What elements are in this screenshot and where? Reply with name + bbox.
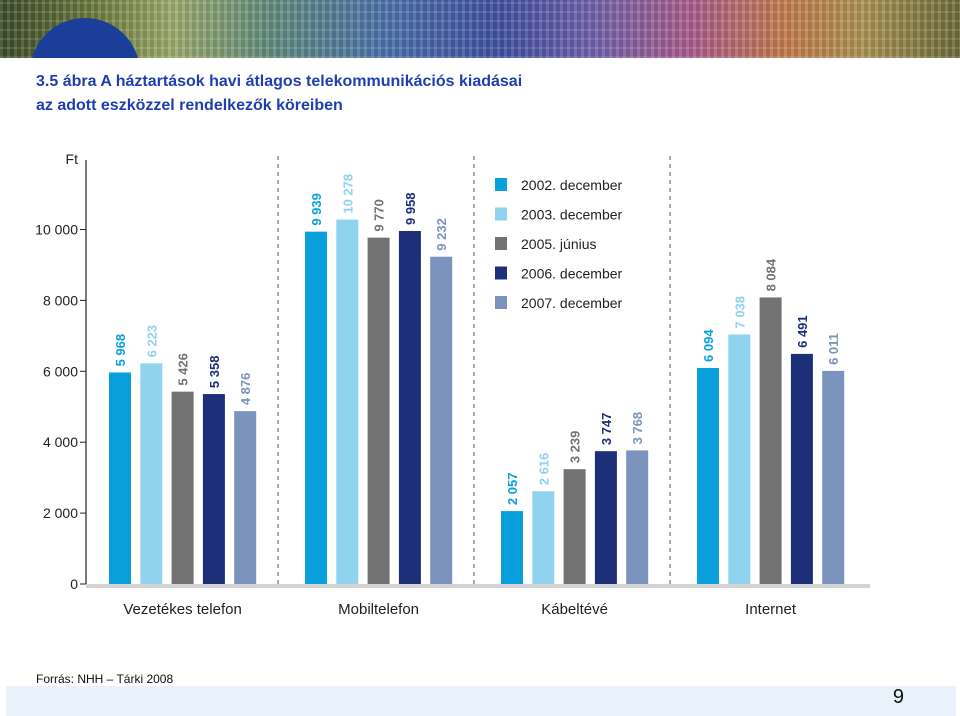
- bar: [697, 367, 719, 584]
- bar: [171, 391, 194, 584]
- bar: [626, 450, 649, 584]
- banner-texture: [0, 0, 960, 58]
- y-tick-label: 8 000: [43, 292, 78, 308]
- data-label: 3 768: [630, 412, 645, 445]
- y-tick-label: 2 000: [43, 505, 78, 521]
- x-category-label: Mobiltelefon: [338, 601, 419, 618]
- data-label: 5 426: [176, 353, 191, 386]
- bar: [759, 297, 782, 584]
- legend-swatch: [495, 237, 507, 250]
- data-label: 6 223: [144, 325, 159, 358]
- chart-data-labels: 5 968 6 223 5 426 5 358 4 876 9 939 10 278 9 77…: [113, 174, 841, 505]
- y-tick-label: 0: [70, 576, 78, 592]
- x-category-label: Vezetékes telefon: [123, 601, 241, 618]
- data-label: 3 239: [568, 431, 583, 464]
- figure-title: 3.5 ábra A háztartások havi átlagos tele…: [36, 70, 522, 118]
- bar: [234, 411, 257, 584]
- data-label: 8 084: [764, 258, 779, 291]
- chart-axes: 0 2 000 4 000 6 000 8 000 10 000 Ft Vezetékes t…: [35, 151, 870, 618]
- y-tick-label: 10 000: [35, 222, 78, 238]
- data-label: 4 876: [238, 373, 253, 406]
- bar: [336, 219, 359, 584]
- legend-label: 2007. december: [521, 295, 623, 311]
- legend-swatch: [495, 178, 507, 191]
- page-number: 9: [892, 686, 904, 708]
- footer-bar: [6, 686, 956, 716]
- chart-legend: 2002. december 2003. december 2005. június…: [495, 177, 623, 311]
- data-label: 9 232: [434, 218, 449, 251]
- data-label: 5 968: [113, 334, 128, 367]
- legend-label: 2006. december: [521, 266, 623, 282]
- data-label: 5 358: [207, 356, 222, 389]
- legend-swatch: [495, 207, 507, 221]
- x-axis-baseline: [86, 584, 870, 588]
- bar: [563, 469, 586, 584]
- bar-chart: 0 2 000 4 000 6 000 8 000 10 000 Ft Vezetékes t…: [35, 151, 870, 618]
- data-label: 2 616: [536, 453, 551, 486]
- data-label: 10 278: [340, 174, 355, 214]
- y-axis-label: Ft: [66, 151, 79, 167]
- legend-label: 2003. december: [521, 207, 623, 223]
- bar: [822, 370, 845, 584]
- data-label: 9 939: [309, 193, 324, 226]
- bar: [398, 230, 421, 584]
- legend-swatch: [495, 266, 507, 280]
- bar: [202, 394, 225, 584]
- x-category-label: Kábeltévé: [541, 601, 608, 618]
- data-label: 9 958: [403, 192, 418, 225]
- y-tick-label: 4 000: [43, 434, 78, 450]
- legend-label: 2002. december: [521, 177, 623, 193]
- data-label: 6 094: [701, 329, 716, 362]
- legend-label: 2005. június: [521, 236, 597, 252]
- data-label: 6 491: [795, 315, 810, 348]
- bar: [367, 237, 390, 584]
- y-tick-label: 6 000: [43, 363, 78, 379]
- banner-circuit-pattern: [0, 0, 960, 58]
- data-label: 2 057: [505, 473, 520, 506]
- bar: [790, 353, 813, 584]
- source-note: Forrás: NHH – Tárki 2008: [36, 672, 174, 686]
- data-label: 7 038: [732, 296, 747, 329]
- chart-bars: [109, 219, 845, 584]
- data-label: 3 747: [599, 413, 614, 446]
- title-line-2: az adott eszközzel rendelkezők köreiben: [36, 97, 343, 114]
- bar: [501, 511, 523, 584]
- bar: [430, 256, 453, 584]
- bar: [109, 372, 131, 584]
- bar: [594, 451, 617, 584]
- legend-swatch: [495, 296, 507, 309]
- bar: [305, 231, 327, 584]
- header-banner-image: [0, 0, 960, 58]
- data-label: 9 770: [372, 199, 387, 232]
- bar: [728, 334, 751, 584]
- x-category-label: Internet: [745, 601, 797, 618]
- title-line-1: 3.5 ábra A háztartások havi átlagos tele…: [36, 73, 523, 90]
- data-label: 6 011: [826, 333, 841, 365]
- bar: [140, 363, 163, 584]
- bar: [532, 491, 555, 584]
